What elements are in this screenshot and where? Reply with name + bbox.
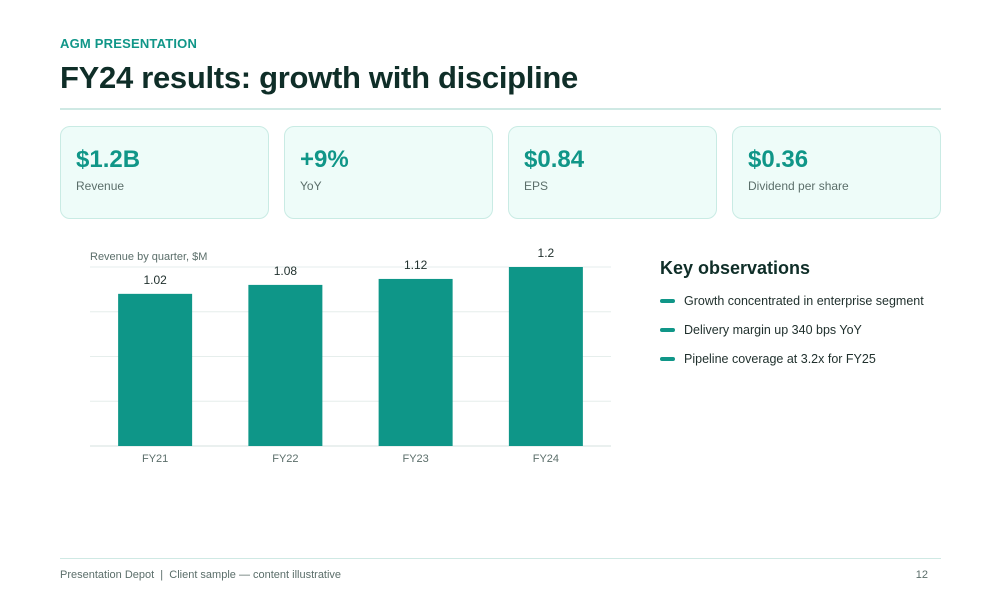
footer-credit: Presentation Depot | Client sample — con… — [60, 569, 342, 581]
bar-fy22 — [248, 284, 323, 446]
bar-fy21 — [118, 293, 193, 446]
title-divider — [60, 108, 941, 110]
chart-title: Revenue by quarter, $M — [90, 251, 207, 263]
chart-bars — [118, 267, 583, 446]
bar-fy23 — [378, 278, 453, 446]
x-tick-label: FY21 — [142, 453, 168, 465]
bullet-dash-icon — [660, 328, 675, 332]
bar-value-label: 1.2 — [538, 246, 555, 260]
revenue-chart: Revenue by quarter, $M 1.02 1.08 1.12 1.2 F… — [60, 245, 620, 475]
kpi-label: Dividend per share — [748, 179, 849, 193]
kpi-value: $0.36 — [748, 146, 809, 173]
observation-item: Growth concentrated in enterprise segmen… — [660, 293, 940, 310]
kpi-value: +9% — [300, 146, 349, 173]
chart-value-labels: 1.02 1.08 1.12 1.2 — [143, 246, 554, 287]
observation-item: Delivery margin up 340 bps YoY — [660, 322, 940, 339]
kpi-value: $1.2B — [76, 146, 141, 173]
x-tick-label: FY22 — [272, 453, 298, 465]
observation-text: Growth concentrated in enterprise segmen… — [684, 294, 924, 308]
bullet-dash-icon — [660, 299, 675, 303]
kpi-card-eps: $0.84 EPS — [508, 126, 717, 219]
eyebrow-label: AGM PRESENTATION — [60, 36, 198, 51]
observation-text: Delivery margin up 340 bps YoY — [684, 323, 862, 337]
revenue-chart-svg: Revenue by quarter, $M 1.02 1.08 1.12 1.2 F… — [90, 246, 611, 465]
kpi-card-dividend: $0.36 Dividend per share — [732, 126, 941, 219]
kpi-card-revenue: $1.2B Revenue — [60, 126, 269, 219]
observation-text: Pipeline coverage at 3.2x for FY25 — [684, 352, 876, 366]
x-tick-label: FY24 — [533, 453, 559, 465]
bullet-dash-icon — [660, 357, 675, 361]
bar-fy24 — [508, 267, 583, 446]
kpi-label: YoY — [300, 179, 322, 193]
kpi-value: $0.84 — [524, 146, 585, 173]
kpi-card-yoy: +9% YoY — [284, 126, 493, 219]
page-number: 12 — [915, 569, 928, 581]
kpi-label: Revenue — [76, 179, 125, 193]
key-observations-panel: Key observations Growth concentrated in … — [660, 258, 940, 380]
footer-divider — [60, 558, 941, 559]
chart-x-ticks: FY21 FY22 FY23 FY24 — [142, 453, 559, 465]
observations-title: Key observations — [660, 258, 811, 278]
slide-title: FY24 results: growth with discipline — [60, 60, 579, 95]
kpi-row: $1.2B Revenue +9% YoY $0.84 EPS $0.36 Di… — [60, 126, 941, 219]
bar-value-label: 1.02 — [143, 273, 167, 287]
kpi-label: EPS — [524, 179, 549, 193]
bar-value-label: 1.08 — [274, 264, 298, 278]
bar-value-label: 1.12 — [404, 258, 428, 272]
observation-item: Pipeline coverage at 3.2x for FY25 — [660, 351, 940, 368]
x-tick-label: FY23 — [402, 453, 428, 465]
